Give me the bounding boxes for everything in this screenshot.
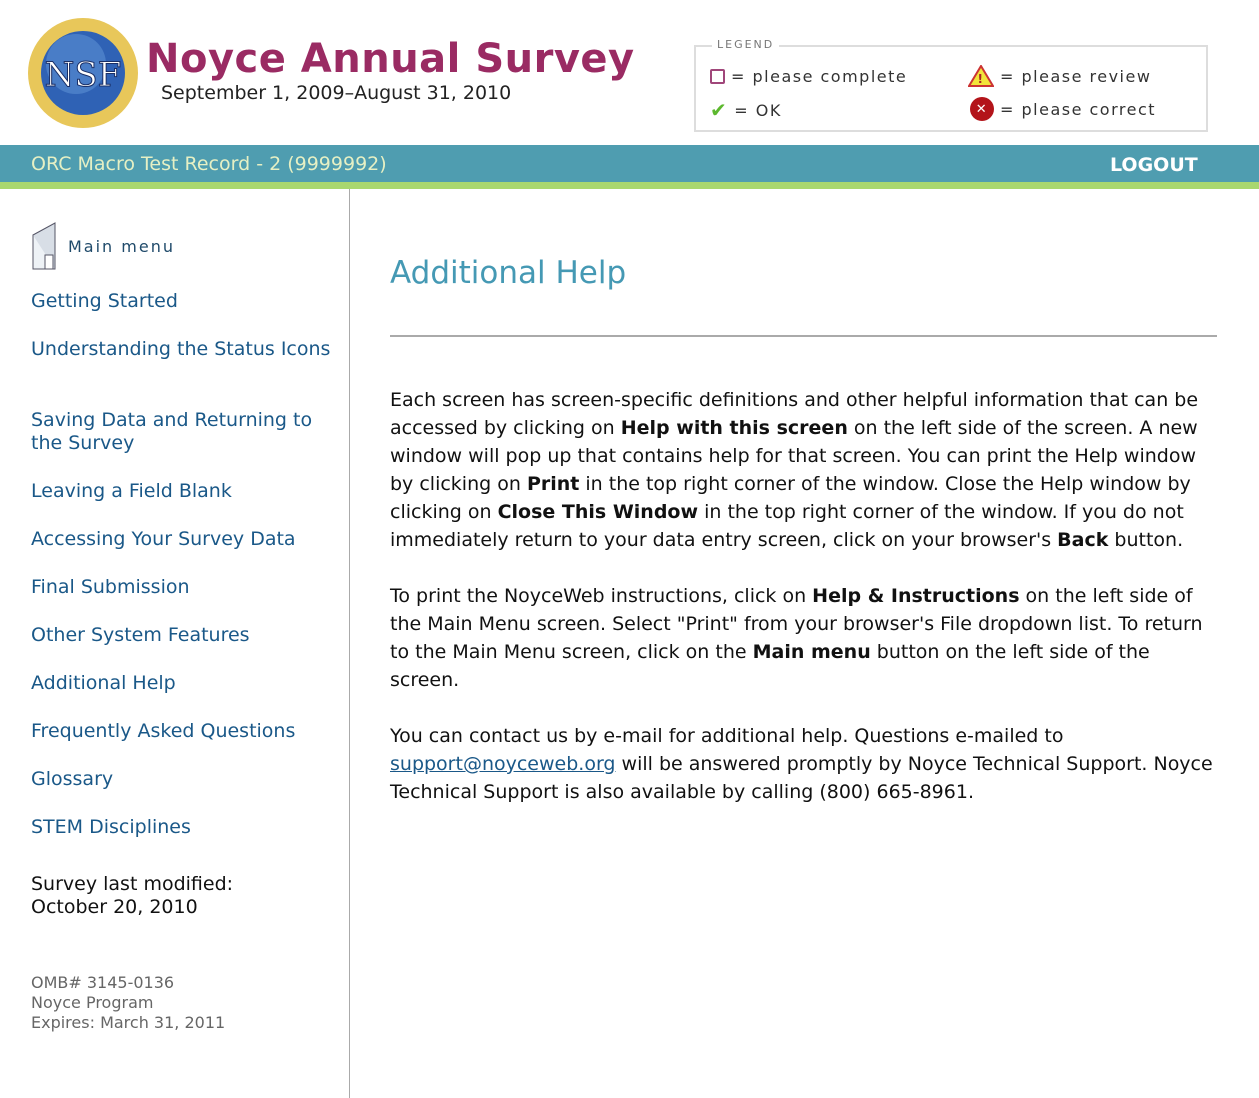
main-menu-button[interactable]: Main menu xyxy=(31,221,175,271)
check-icon: ✔ xyxy=(710,98,729,122)
nav-faq[interactable]: Frequently Asked Questions xyxy=(31,720,296,742)
last-modified-label: Survey last modified: xyxy=(31,873,234,895)
title-divider xyxy=(390,335,1217,337)
status-legend: LEGEND = please complete ! = please revi… xyxy=(694,38,1208,132)
omb-info: OMB# 3145-0136 Noyce Program Expires: Ma… xyxy=(31,973,225,1033)
last-modified-date: October 20, 2010 xyxy=(31,896,198,918)
nav-status-icons[interactable]: Understanding the Status Icons xyxy=(31,338,331,360)
svg-text:NSF: NSF xyxy=(45,55,122,95)
omb-number: OMB# 3145-0136 xyxy=(31,973,175,992)
nav-saving-data[interactable]: Saving Data and Returning to the Survey xyxy=(31,409,313,454)
legend-item-review: ! = please review xyxy=(968,65,1151,87)
legend-item-complete: = please complete xyxy=(710,67,907,86)
support-email-link[interactable]: support@noyceweb.org xyxy=(390,753,616,775)
legend-title: LEGEND xyxy=(712,38,780,51)
page-title: Additional Help xyxy=(390,255,627,291)
accent-divider xyxy=(0,182,1259,189)
paragraph-contact: You can contact us by e-mail for additio… xyxy=(390,725,1213,803)
empty-box-icon xyxy=(710,69,725,84)
nav-getting-started[interactable]: Getting Started xyxy=(31,290,178,312)
expiry-date: Expires: March 31, 2011 xyxy=(31,1013,226,1032)
survey-title: Noyce Annual Survey xyxy=(146,36,635,82)
nav-other-features[interactable]: Other System Features xyxy=(31,624,250,646)
nav-survey-data[interactable]: Accessing Your Survey Data xyxy=(31,528,296,550)
logout-button[interactable]: LOGOUT xyxy=(1110,154,1198,176)
legend-item-ok: ✔ = OK xyxy=(710,98,782,122)
survey-period: September 1, 2009–August 31, 2010 xyxy=(161,82,512,104)
main-menu-icon xyxy=(32,222,56,270)
program-name: Noyce Program xyxy=(31,993,154,1012)
record-bar xyxy=(0,145,1259,182)
nav-field-blank[interactable]: Leaving a Field Blank xyxy=(31,480,232,502)
record-name: ORC Macro Test Record - 2 (9999992) xyxy=(31,153,387,175)
main-menu-label: Main menu xyxy=(68,236,175,256)
paragraph-print-instructions: To print the NoyceWeb instructions, clic… xyxy=(390,585,1203,691)
legend-label: = please complete xyxy=(731,67,908,86)
warning-triangle-icon: ! xyxy=(968,65,994,87)
header: NSF Noyce Annual Survey September 1, 200… xyxy=(0,0,1259,145)
paragraph-help-screen: Each screen has screen-specific definiti… xyxy=(390,389,1199,551)
legend-label: = please review xyxy=(1000,66,1152,86)
nav-stem-disciplines[interactable]: STEM Disciplines xyxy=(31,816,191,838)
legend-label: = please correct xyxy=(1000,99,1157,119)
svg-text:!: ! xyxy=(978,72,985,86)
red-x-circle-icon: ✕ xyxy=(970,97,994,121)
nav-final-submission[interactable]: Final Submission xyxy=(31,576,190,598)
legend-item-correct: ✕ = please correct xyxy=(970,97,1156,121)
sidebar: Main menu Getting Started Understanding … xyxy=(0,189,350,1098)
last-modified: Survey last modified: October 20, 2010 xyxy=(31,873,233,919)
nav-additional-help[interactable]: Additional Help xyxy=(31,672,176,694)
nav-glossary[interactable]: Glossary xyxy=(31,768,114,790)
nsf-logo: NSF xyxy=(28,18,138,128)
legend-label: = OK xyxy=(734,100,782,120)
